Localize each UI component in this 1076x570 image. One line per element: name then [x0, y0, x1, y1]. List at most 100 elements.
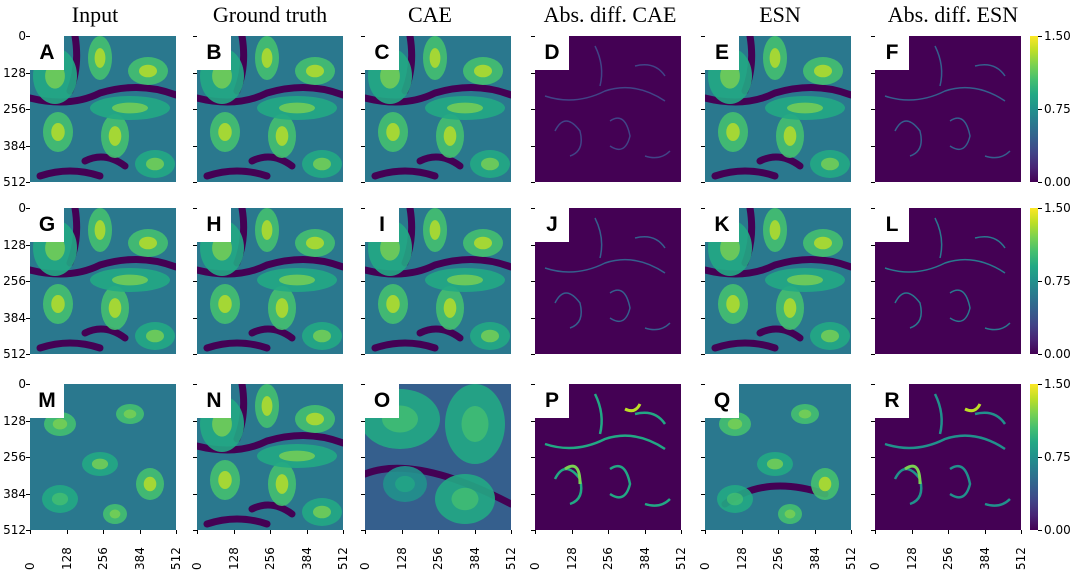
heatmap-low-region — [711, 339, 779, 352]
heatmap-error-contour — [554, 120, 582, 157]
panel-label: A — [30, 36, 64, 70]
heatmap-error-contour — [554, 292, 582, 329]
heatmap-panel: R — [875, 384, 1021, 530]
x-tick-mark — [644, 530, 646, 534]
y-tick-mark — [26, 457, 30, 458]
x-tick-mark — [608, 530, 609, 534]
y-tick-mark — [871, 420, 875, 422]
y-tick-mark — [193, 493, 197, 495]
colorbar-tick-label: 0.00 — [1044, 175, 1071, 189]
heatmap-peak-region — [218, 471, 232, 489]
y-tick-label: 128 — [3, 237, 26, 252]
heatmap-peak-region — [429, 48, 441, 68]
y-tick-mark — [531, 72, 535, 74]
x-tick-mark — [270, 530, 271, 534]
heatmap-peak-region — [94, 220, 106, 240]
heatmap-peak-region — [313, 157, 331, 171]
y-tick-label: 384 — [3, 486, 26, 501]
y-tick-mark — [361, 145, 365, 147]
y-tick-mark — [871, 530, 875, 531]
panel-label: B — [197, 36, 231, 70]
heatmap-peak-region — [481, 157, 499, 171]
y-tick-mark — [193, 530, 197, 531]
colorbar-tick-label: 1.50 — [1044, 29, 1071, 43]
heatmap-peak-region — [313, 329, 331, 343]
colorbar — [1030, 208, 1038, 354]
heatmap-error-contour — [894, 292, 922, 329]
heatmap-error-contour — [984, 498, 1011, 507]
heatmap-panel: G — [30, 208, 176, 354]
panel-label: O — [365, 384, 399, 418]
heatmap-error-contour — [933, 393, 943, 435]
panel-label: Q — [705, 384, 739, 418]
y-tick-mark — [871, 109, 875, 110]
y-tick-mark — [361, 109, 365, 110]
heatmap-low-region — [248, 325, 296, 342]
y-tick-mark — [701, 530, 705, 531]
y-tick-mark — [361, 244, 365, 246]
x-tick-mark — [103, 530, 104, 534]
x-tick-mark — [984, 530, 986, 534]
heatmap-peak-region — [429, 220, 441, 240]
panel-label: J — [535, 208, 569, 242]
heatmap-low-region — [711, 167, 779, 180]
heatmap-peak-region — [395, 475, 415, 493]
heatmap-peak-region — [447, 102, 483, 114]
y-tick-label: 0 — [18, 377, 26, 391]
heatmap-peak-region — [139, 64, 157, 78]
x-tick-mark — [571, 530, 573, 534]
heatmap-peak-region — [261, 396, 273, 416]
y-tick-mark — [531, 109, 535, 110]
heatmap-panel: K — [705, 208, 851, 354]
heatmap-peak-region — [481, 329, 499, 343]
y-tick-mark — [531, 244, 535, 246]
heatmap-peak-region — [386, 295, 400, 313]
y-tick-mark — [26, 208, 30, 209]
heatmap-error-contour — [544, 86, 666, 102]
heatmap-error-contour — [544, 258, 666, 274]
column-title: CAE — [408, 2, 452, 27]
y-tick-mark — [531, 457, 535, 458]
x-tick-label: 0 — [528, 562, 542, 570]
heatmap-low-region — [81, 153, 129, 170]
heatmap-peak-region — [51, 123, 65, 141]
y-tick-mark — [871, 208, 875, 209]
y-tick-mark — [701, 457, 705, 458]
x-tick-label: 384 — [807, 547, 822, 570]
heatmap-peak-region — [139, 236, 157, 250]
colorbar-tick-label: 0.75 — [1044, 102, 1071, 116]
panel-label: D — [535, 36, 569, 70]
heatmap-peak-region — [447, 274, 483, 286]
colorbar — [1030, 36, 1038, 182]
x-tick-label: 128 — [226, 547, 241, 570]
heatmap-error-contour — [984, 150, 1011, 159]
x-tick-label: 256 — [263, 547, 277, 570]
heatmap-low-region — [756, 325, 804, 342]
y-tick-mark — [871, 317, 875, 319]
x-tick-mark — [814, 530, 816, 534]
y-tick-mark — [361, 354, 365, 355]
heatmap-error-contour — [934, 45, 943, 87]
y-tick-mark — [361, 493, 365, 495]
heatmap-peak-region — [769, 48, 781, 68]
heatmap-error-contour — [644, 150, 671, 159]
heatmap-peak-region — [443, 298, 457, 318]
x-tick-mark — [438, 530, 439, 534]
heatmap-peak-region — [783, 126, 797, 146]
heatmap-peak-region — [112, 102, 148, 114]
heatmap-error-contour — [974, 236, 1006, 249]
heatmap-peak-region — [766, 458, 784, 470]
heatmap-low-region — [248, 501, 296, 518]
panel-label: L — [875, 208, 909, 242]
heatmap-peak-region — [814, 64, 832, 78]
y-tick-mark — [26, 182, 30, 183]
x-tick-label: 128 — [394, 547, 409, 570]
x-tick-mark — [948, 530, 949, 534]
heatmap-panel: A — [30, 36, 176, 182]
y-tick-mark — [531, 208, 535, 209]
heatmap-peak-region — [386, 123, 400, 141]
heatmap-peak-region — [94, 48, 106, 68]
heatmap-error-contour — [594, 45, 603, 87]
panel-label: P — [535, 384, 569, 418]
heatmap-peak-region — [726, 123, 740, 141]
